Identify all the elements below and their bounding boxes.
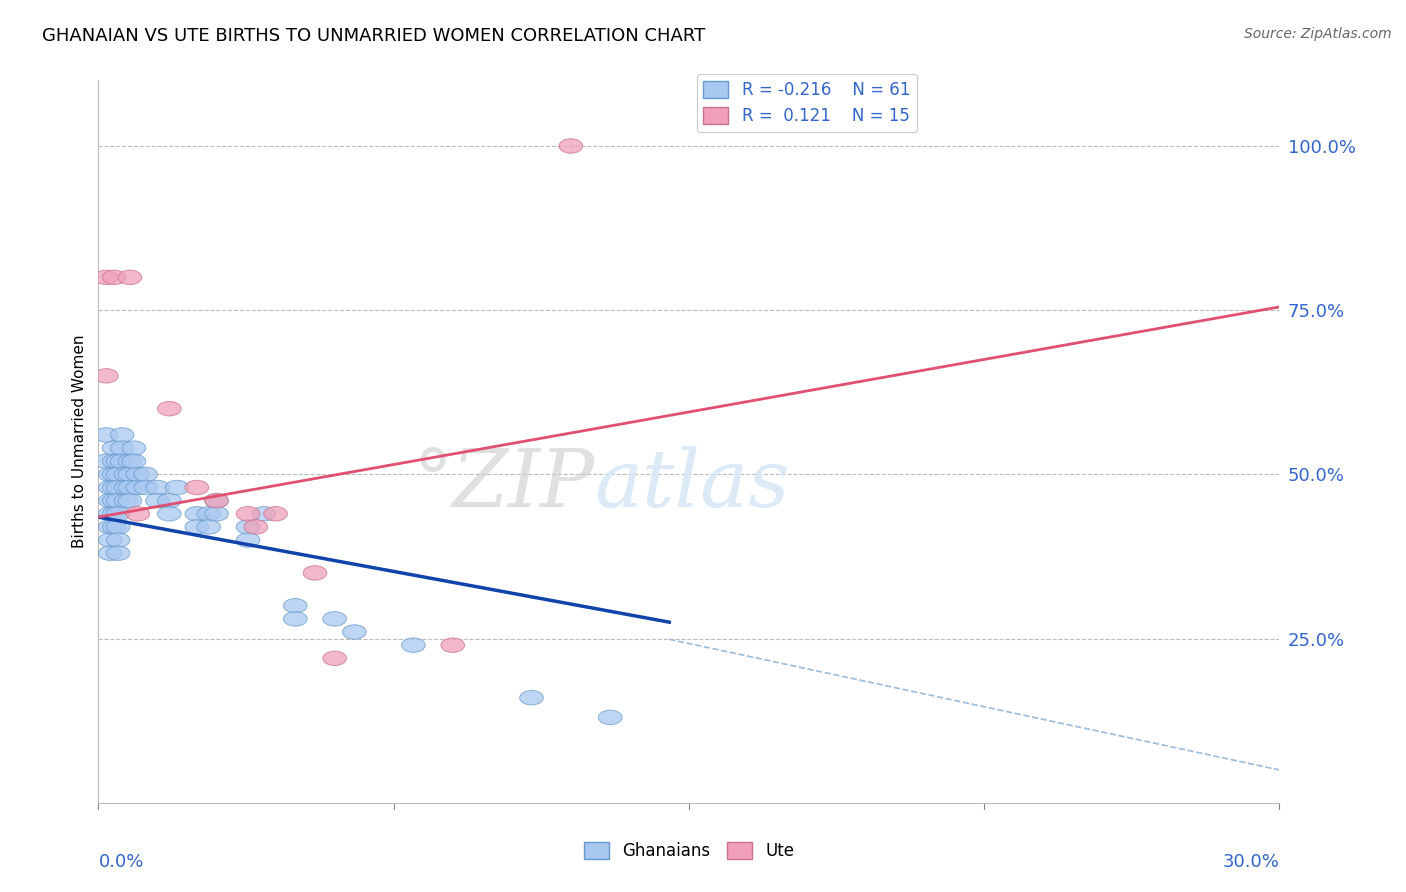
Ellipse shape xyxy=(127,480,149,495)
Ellipse shape xyxy=(599,710,621,724)
Text: 0.0%: 0.0% xyxy=(98,854,143,871)
Ellipse shape xyxy=(118,454,142,468)
Ellipse shape xyxy=(107,546,129,560)
Ellipse shape xyxy=(98,533,122,548)
Legend: Ghanaians, Ute: Ghanaians, Ute xyxy=(576,835,801,867)
Ellipse shape xyxy=(157,401,181,416)
Text: GHANAIAN VS UTE BIRTHS TO UNMARRIED WOMEN CORRELATION CHART: GHANAIAN VS UTE BIRTHS TO UNMARRIED WOME… xyxy=(42,27,706,45)
Ellipse shape xyxy=(186,480,208,495)
Ellipse shape xyxy=(107,493,129,508)
Ellipse shape xyxy=(252,507,276,521)
Ellipse shape xyxy=(157,507,181,521)
Ellipse shape xyxy=(94,454,118,468)
Ellipse shape xyxy=(103,507,127,521)
Ellipse shape xyxy=(107,467,129,482)
Ellipse shape xyxy=(103,467,127,482)
Ellipse shape xyxy=(127,507,149,521)
Text: °ZIP: °ZIP xyxy=(412,446,595,524)
Ellipse shape xyxy=(197,520,221,534)
Ellipse shape xyxy=(245,520,267,534)
Ellipse shape xyxy=(107,533,129,548)
Ellipse shape xyxy=(134,467,157,482)
Ellipse shape xyxy=(103,441,127,455)
Ellipse shape xyxy=(94,270,118,285)
Ellipse shape xyxy=(118,467,142,482)
Ellipse shape xyxy=(103,480,127,495)
Ellipse shape xyxy=(110,454,134,468)
Ellipse shape xyxy=(520,690,543,705)
Text: atlas: atlas xyxy=(595,446,790,524)
Ellipse shape xyxy=(103,520,127,534)
Ellipse shape xyxy=(560,139,582,153)
Ellipse shape xyxy=(186,520,208,534)
Text: Source: ZipAtlas.com: Source: ZipAtlas.com xyxy=(1244,27,1392,41)
Ellipse shape xyxy=(304,566,326,580)
Ellipse shape xyxy=(205,493,228,508)
Ellipse shape xyxy=(236,520,260,534)
Ellipse shape xyxy=(127,467,149,482)
Ellipse shape xyxy=(114,480,138,495)
Ellipse shape xyxy=(122,441,146,455)
Ellipse shape xyxy=(264,507,287,521)
Ellipse shape xyxy=(118,270,142,285)
Ellipse shape xyxy=(98,480,122,495)
Ellipse shape xyxy=(110,428,134,442)
Ellipse shape xyxy=(323,651,346,665)
Ellipse shape xyxy=(107,454,129,468)
Ellipse shape xyxy=(441,638,464,652)
Ellipse shape xyxy=(114,493,138,508)
Ellipse shape xyxy=(157,493,181,508)
Ellipse shape xyxy=(236,507,260,521)
Ellipse shape xyxy=(205,507,228,521)
Ellipse shape xyxy=(197,507,221,521)
Ellipse shape xyxy=(166,480,188,495)
Ellipse shape xyxy=(103,270,127,285)
Ellipse shape xyxy=(103,493,127,508)
Ellipse shape xyxy=(284,599,307,613)
Ellipse shape xyxy=(107,507,129,521)
Ellipse shape xyxy=(98,520,122,534)
Ellipse shape xyxy=(134,480,157,495)
Y-axis label: Births to Unmarried Women: Births to Unmarried Women xyxy=(72,334,87,549)
Ellipse shape xyxy=(118,480,142,495)
Ellipse shape xyxy=(236,533,260,548)
Ellipse shape xyxy=(205,493,228,508)
Ellipse shape xyxy=(146,493,169,508)
Ellipse shape xyxy=(122,454,146,468)
Text: 30.0%: 30.0% xyxy=(1223,854,1279,871)
Ellipse shape xyxy=(94,428,118,442)
Ellipse shape xyxy=(402,638,425,652)
Ellipse shape xyxy=(114,467,138,482)
Ellipse shape xyxy=(107,520,129,534)
Ellipse shape xyxy=(98,493,122,508)
Ellipse shape xyxy=(284,612,307,626)
Ellipse shape xyxy=(146,480,169,495)
Ellipse shape xyxy=(323,612,346,626)
Ellipse shape xyxy=(94,368,118,383)
Ellipse shape xyxy=(103,454,127,468)
Ellipse shape xyxy=(98,467,122,482)
Ellipse shape xyxy=(98,546,122,560)
Ellipse shape xyxy=(343,624,366,640)
Ellipse shape xyxy=(110,441,134,455)
Ellipse shape xyxy=(186,507,208,521)
Ellipse shape xyxy=(107,480,129,495)
Ellipse shape xyxy=(98,507,122,521)
Ellipse shape xyxy=(118,493,142,508)
